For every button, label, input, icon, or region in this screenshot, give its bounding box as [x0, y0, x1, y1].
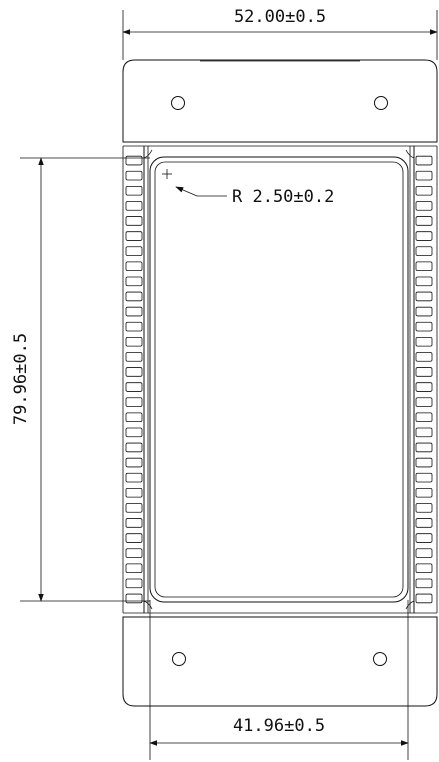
right-fin — [415, 397, 433, 407]
right-fin — [415, 548, 433, 558]
left-fin — [125, 412, 143, 423]
left-fin — [125, 427, 143, 438]
top-flange — [122, 59, 438, 147]
right-fin — [415, 170, 433, 181]
right-fins — [415, 155, 433, 604]
right-fin — [415, 412, 433, 423]
height-label: 79.96±0.5 — [11, 333, 31, 425]
left-fin — [125, 291, 143, 302]
bottom-flange — [122, 612, 438, 707]
right-fin — [415, 336, 433, 347]
right-fin — [415, 487, 433, 498]
right-fin — [415, 427, 433, 438]
left-fin — [125, 201, 143, 211]
heatsink-body — [122, 146, 438, 613]
left-fin — [125, 563, 143, 574]
left-fin — [125, 276, 143, 287]
left-fin — [125, 397, 143, 407]
right-fin — [415, 261, 433, 272]
right-fin — [415, 155, 433, 166]
left-fin — [125, 472, 143, 483]
left-fin — [125, 185, 143, 196]
left-fin — [125, 170, 143, 181]
left-fin — [125, 155, 143, 166]
inner-window — [143, 149, 415, 610]
right-fin — [415, 457, 433, 468]
height-dimension: 79.96±0.5 — [11, 157, 150, 602]
right-fin — [415, 201, 433, 211]
overall-width-dimension: 52.00±0.5 — [122, 7, 438, 60]
right-fin — [415, 367, 433, 377]
right-fin — [415, 231, 433, 241]
left-fin — [125, 548, 143, 558]
left-fin — [125, 321, 143, 332]
right-fin — [415, 563, 433, 574]
overall-width-label: 52.00±0.5 — [234, 7, 326, 27]
left-fin — [125, 216, 143, 226]
left-fin — [125, 382, 143, 392]
right-fin — [415, 578, 433, 589]
right-fin — [415, 593, 433, 604]
left-fin — [125, 442, 143, 453]
right-fin — [415, 216, 433, 226]
right-fin — [415, 246, 433, 256]
mounting-hole — [374, 96, 388, 110]
right-fin — [415, 276, 433, 287]
left-fin — [125, 261, 143, 272]
right-fin — [415, 306, 433, 317]
radius-label: R 2.50±0.2 — [232, 187, 334, 207]
right-fin — [415, 321, 433, 332]
right-fin — [415, 533, 433, 543]
left-fin — [125, 578, 143, 589]
left-fin — [125, 593, 143, 604]
inner-width-label: 41.96±0.5 — [233, 716, 325, 736]
right-fin — [415, 185, 433, 196]
left-fin — [125, 336, 143, 347]
right-fin — [415, 472, 433, 483]
mounting-hole — [172, 652, 186, 666]
right-fin — [415, 518, 433, 528]
left-fin — [125, 246, 143, 256]
left-fin — [125, 503, 143, 513]
left-fin — [125, 457, 143, 468]
inner-width-dimension: 41.96±0.5 — [149, 600, 409, 760]
right-fin — [415, 352, 433, 362]
left-fin — [125, 487, 143, 498]
mounting-hole — [171, 96, 185, 110]
radius-callout: R 2.50±0.2 — [162, 169, 334, 207]
left-fin — [125, 231, 143, 241]
right-fin — [415, 442, 433, 453]
left-fin — [125, 518, 143, 528]
left-fin — [125, 352, 143, 362]
left-fin — [125, 533, 143, 543]
right-fin — [415, 291, 433, 302]
right-fin — [415, 503, 433, 513]
left-fin — [125, 306, 143, 317]
mounting-hole — [373, 652, 387, 666]
left-fins — [125, 155, 143, 604]
right-fin — [415, 382, 433, 392]
left-fin — [125, 367, 143, 377]
